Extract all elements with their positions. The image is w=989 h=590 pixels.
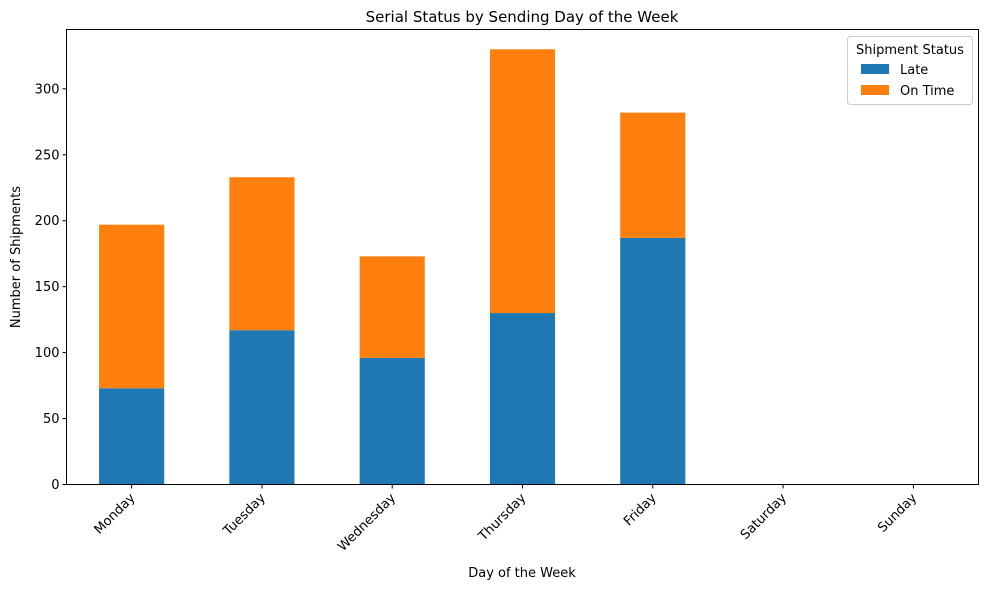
y-tick-label: 100 [35, 346, 60, 361]
bar-late-wednesday [359, 357, 425, 485]
y-axis-label: Number of Shipments [9, 186, 24, 328]
bar-on-time-thursday [489, 49, 556, 314]
bar-on-time-wednesday [359, 256, 425, 358]
y-tick-label: 150 [35, 280, 60, 295]
x-tick-label-saturday: Saturday [738, 491, 790, 543]
x-tick-label-wednesday: Wednesday [335, 491, 399, 555]
plot-area: Monday Tuesday Wednesday Thursday Friday Satu… [35, 49, 920, 555]
bar-on-time-monday [99, 224, 165, 389]
bar-on-time-friday [620, 112, 686, 238]
legend-label-late: Late [900, 63, 928, 78]
y-tick-label: 250 [35, 148, 60, 163]
bar-on-time-tuesday [229, 177, 295, 331]
bar-late-monday [99, 388, 165, 485]
plot-frame [66, 29, 979, 485]
chart-title: Serial Status by Sending Day of the Week [366, 8, 679, 26]
legend-title: Shipment Status [856, 43, 964, 58]
legend-swatch-on-time [861, 85, 889, 95]
legend-swatch-late [861, 64, 889, 74]
x-axis-label: Day of the Week [468, 566, 576, 581]
y-tick-label: 0 [51, 478, 59, 493]
x-tick-label-tuesday: Tuesday [220, 491, 269, 540]
legend: Shipment Status Late On Time [847, 36, 973, 105]
x-tick-label-monday: Monday [92, 491, 139, 538]
x-tick-label-sunday: Sunday [875, 491, 920, 536]
x-tick-label-thursday: Thursday [475, 491, 529, 545]
bar-late-tuesday [229, 330, 295, 485]
y-tick-label: 300 [35, 82, 60, 97]
bar-late-friday [620, 237, 686, 485]
bar-late-thursday [489, 313, 556, 485]
legend-label-on-time: On Time [900, 84, 954, 99]
y-tick-label: 50 [43, 412, 60, 427]
x-tick-label-friday: Friday [621, 491, 660, 530]
y-tick-label: 200 [35, 214, 60, 229]
